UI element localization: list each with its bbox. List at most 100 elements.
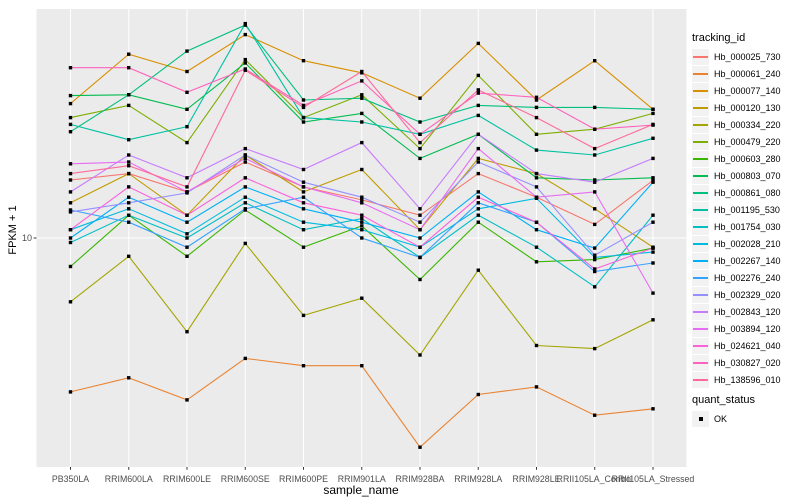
legend-label: Hb_001195_530 bbox=[714, 204, 780, 215]
x-axis-tick-labels: PB350LA RRIM600LA RRIM600LE RRIM600SE RRIM60… bbox=[0, 474, 800, 485]
legend-key bbox=[692, 116, 709, 133]
data-point bbox=[127, 66, 131, 70]
legend-label: OK bbox=[714, 413, 728, 424]
data-point bbox=[185, 69, 189, 74]
data-point bbox=[534, 385, 539, 389]
legend-key bbox=[692, 320, 709, 337]
data-point bbox=[534, 98, 539, 102]
data-point bbox=[68, 190, 73, 194]
x-tick-label: PB350LA bbox=[51, 474, 90, 484]
data-point bbox=[185, 90, 189, 94]
data-point bbox=[360, 198, 364, 202]
legend-line-swatch bbox=[693, 310, 708, 313]
legend-line-swatch bbox=[693, 259, 708, 262]
data-point bbox=[301, 313, 306, 318]
data-point bbox=[360, 167, 364, 172]
legend-line-swatch bbox=[693, 123, 708, 126]
data-point bbox=[68, 208, 73, 212]
data-point bbox=[534, 176, 539, 180]
data-point bbox=[127, 103, 131, 108]
data-point bbox=[243, 146, 247, 151]
data-point bbox=[360, 236, 364, 240]
data-point bbox=[593, 413, 597, 417]
data-point bbox=[127, 93, 131, 97]
data-point bbox=[418, 277, 422, 282]
data-point bbox=[418, 228, 422, 232]
data-point bbox=[418, 220, 422, 224]
legend-line-swatch bbox=[693, 157, 708, 160]
data-point bbox=[360, 216, 364, 221]
data-point bbox=[68, 201, 73, 205]
legend-line-swatch bbox=[693, 89, 708, 92]
data-point bbox=[360, 120, 364, 124]
legend-label: Hb_002276_240 bbox=[714, 272, 781, 283]
data-point bbox=[68, 122, 73, 127]
data-point bbox=[651, 291, 655, 295]
data-point bbox=[360, 213, 364, 217]
data-point bbox=[301, 120, 306, 124]
data-point bbox=[185, 245, 189, 249]
data-point bbox=[651, 122, 655, 127]
legend-label: Hb_000479_220 bbox=[714, 136, 781, 147]
legend-key bbox=[692, 354, 709, 371]
legend-line-swatch bbox=[693, 327, 708, 330]
legend-key bbox=[692, 48, 709, 65]
legend-item: Hb_024621_040 bbox=[692, 337, 781, 354]
data-point bbox=[593, 190, 597, 194]
legend-key bbox=[692, 167, 709, 184]
data-point bbox=[476, 146, 480, 151]
legend-line-swatch bbox=[693, 276, 708, 279]
data-point bbox=[301, 115, 306, 120]
legend-key bbox=[692, 201, 709, 218]
data-point bbox=[243, 201, 247, 205]
data-point bbox=[68, 162, 73, 166]
data-point bbox=[68, 390, 73, 394]
data-point bbox=[534, 220, 539, 224]
data-point bbox=[476, 207, 480, 211]
legend-item: Hb_002329_020 bbox=[692, 286, 781, 303]
data-point bbox=[418, 353, 422, 357]
data-point bbox=[651, 407, 655, 411]
legend-line-swatch bbox=[693, 344, 708, 347]
data-point bbox=[476, 171, 480, 176]
data-point bbox=[360, 111, 364, 116]
legend-key bbox=[692, 82, 709, 99]
data-point bbox=[127, 52, 131, 56]
legend-item: Hb_001754_030 bbox=[692, 218, 781, 235]
data-point bbox=[360, 228, 364, 232]
legend-line-swatch bbox=[693, 191, 708, 194]
data-point bbox=[127, 207, 131, 211]
x-tick-label: RRIM928LA bbox=[454, 474, 503, 484]
data-point bbox=[243, 68, 247, 72]
legend-title-quant-status: quant_status bbox=[692, 394, 755, 406]
data-point bbox=[243, 185, 247, 189]
data-point bbox=[476, 160, 480, 164]
data-point bbox=[68, 240, 73, 245]
data-point bbox=[418, 245, 422, 249]
data-point bbox=[360, 140, 364, 145]
x-tick-label: RRIM600LA bbox=[104, 474, 153, 484]
data-point bbox=[68, 300, 73, 304]
data-point bbox=[651, 107, 655, 111]
data-point bbox=[651, 180, 655, 184]
legend-item: Hb_000603_280 bbox=[692, 150, 781, 167]
data-point bbox=[68, 236, 73, 240]
legend-line-swatch bbox=[693, 242, 708, 245]
data-point bbox=[593, 257, 597, 262]
legend-line-swatch bbox=[693, 174, 708, 177]
y-axis-title: FPKM + 1 bbox=[7, 205, 19, 255]
data-point bbox=[185, 190, 189, 194]
data-point bbox=[418, 96, 422, 100]
data-point bbox=[534, 343, 539, 348]
data-point bbox=[476, 156, 480, 161]
x-tick-label: RRII105LA_Control bbox=[556, 474, 633, 484]
data-point bbox=[593, 180, 597, 184]
data-point bbox=[301, 180, 306, 184]
data-point bbox=[127, 164, 131, 168]
data-point bbox=[476, 88, 480, 92]
legend-label: Hb_000120_130 bbox=[714, 102, 781, 113]
legend-label: Hb_000861_080 bbox=[714, 187, 781, 198]
data-point bbox=[127, 213, 131, 217]
data-point bbox=[301, 195, 306, 199]
data-point bbox=[301, 245, 306, 249]
